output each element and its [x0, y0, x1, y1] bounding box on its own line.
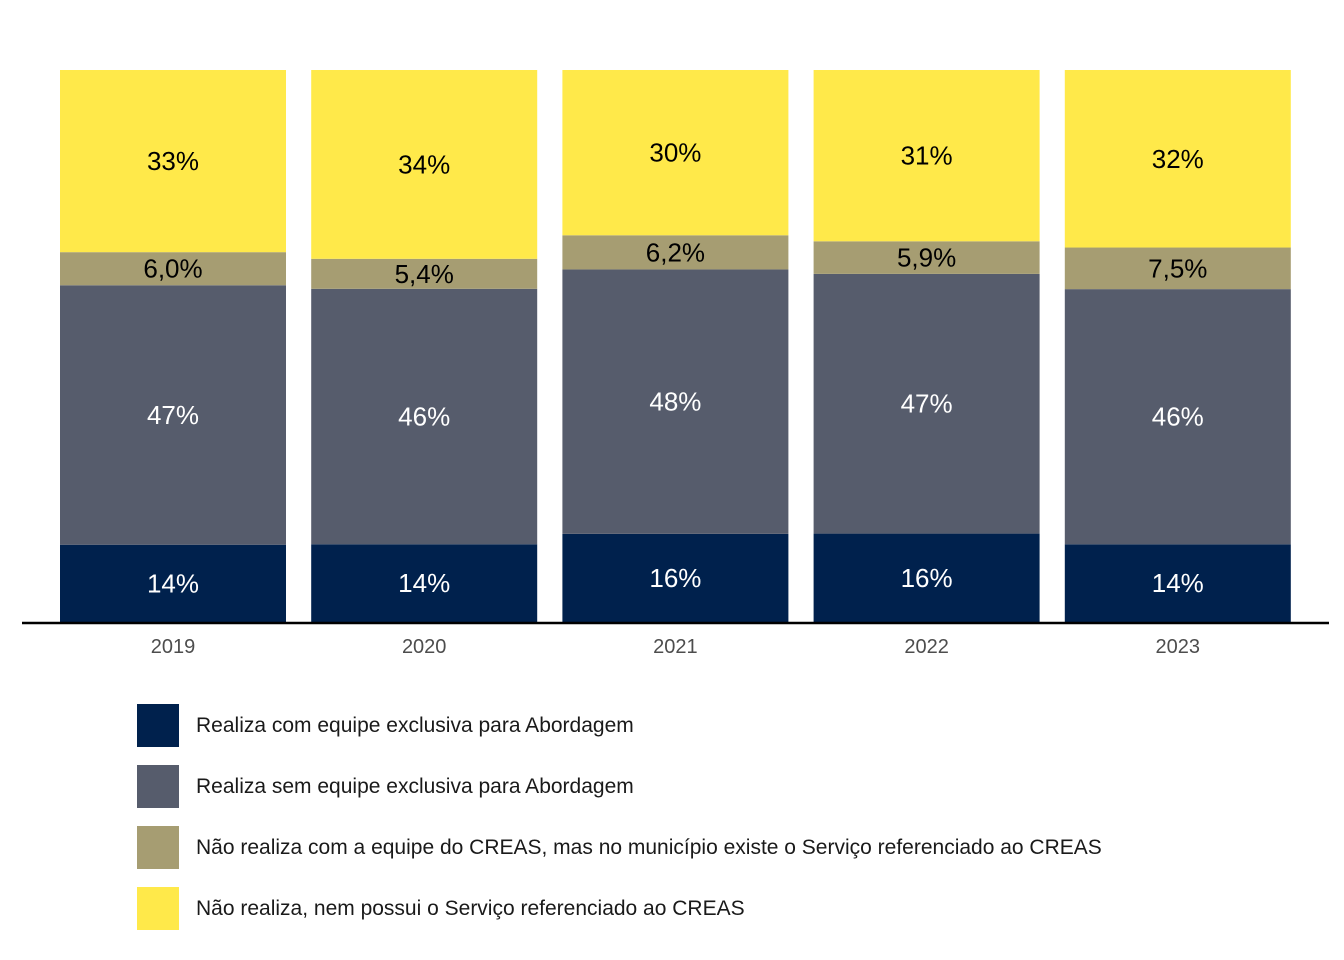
x-tick-label-2020: 2020: [402, 636, 447, 658]
bar-segment-2022-series-2: [813, 241, 1040, 274]
legend-label: Não realiza com a equipe do CREAS, mas n…: [196, 835, 1102, 859]
legend-item-0: Realiza com equipe exclusiva para Aborda…: [137, 704, 1102, 747]
data-label-2023-series-3: 32%: [1152, 144, 1204, 174]
legend-item-2: Não realiza com a equipe do CREAS, mas n…: [137, 826, 1102, 869]
data-label-2020-series-1: 46%: [398, 402, 450, 432]
bar-segment-2019-series-1: [60, 285, 286, 545]
x-tick-labels: 2019 2020 2021 2022 2023: [151, 636, 1200, 658]
data-label-2020-series-2: 5,4%: [395, 259, 454, 289]
data-label-2022-series-1: 47%: [901, 389, 953, 419]
legend-label: Realiza com equipe exclusiva para Aborda…: [196, 713, 634, 737]
data-label-2022-series-3: 31%: [901, 141, 953, 171]
bar-segment-2020-series-2: [311, 258, 538, 289]
bar-segment-2020-series-3: [311, 70, 538, 259]
bar-segment-2021-series-2: [562, 235, 789, 270]
legend-swatch: [137, 704, 179, 747]
data-label-2023-series-2: 7,5%: [1148, 253, 1207, 283]
x-tick-label-2021: 2021: [653, 636, 698, 658]
bar-segment-2022-series-1: [813, 273, 1040, 534]
legend: Realiza com equipe exclusiva para Aborda…: [137, 704, 1102, 948]
x-tick-label-2023: 2023: [1156, 636, 1201, 658]
stacked-bar-chart: 14% 47% 6,0% 33% 14% 46% 5,4% 34% 16% 48% 6,2% 30% 1…: [22, 70, 1329, 658]
legend-swatch: [137, 765, 179, 808]
data-label-2023-series-0: 14%: [1152, 568, 1204, 598]
data-label-2021-series-0: 16%: [649, 563, 701, 593]
data-label-2023-series-1: 46%: [1152, 402, 1204, 432]
bar-segment-2019-series-3: [60, 70, 286, 253]
bar-segment-2021-series-0: [562, 533, 789, 622]
x-tick-label-2022: 2022: [904, 636, 949, 658]
data-label-2019-series-0: 14%: [147, 568, 199, 598]
legend-item-3: Não realiza, nem possui o Serviço refere…: [137, 887, 1102, 930]
bar-segment-2020-series-1: [311, 288, 538, 545]
data-label-2020-series-0: 14%: [398, 568, 450, 598]
bar-segment-2020-series-0: [311, 544, 538, 622]
data-label-2019-series-2: 6,0%: [143, 254, 202, 284]
x-tick-label-2019: 2019: [151, 636, 196, 658]
bar-segment-2023-series-0: [1064, 544, 1291, 622]
data-label-2021-series-2: 6,2%: [646, 237, 705, 267]
data-label-2022-series-0: 16%: [901, 563, 953, 593]
legend-label: Não realiza, nem possui o Serviço refere…: [196, 896, 745, 920]
data-label-2022-series-2: 5,9%: [897, 243, 956, 273]
bar-segment-2021-series-1: [562, 269, 789, 534]
bar-segment-2022-series-0: [813, 533, 1040, 622]
bar-segment-2023-series-2: [1064, 247, 1291, 290]
bar-segment-2019-series-0: [60, 544, 286, 622]
legend-item-1: Realiza sem equipe exclusiva para Aborda…: [137, 765, 1102, 808]
data-label-2019-series-3: 33%: [147, 146, 199, 176]
bar-segment-2019-series-2: [60, 252, 286, 286]
data-label-2020-series-3: 34%: [398, 149, 450, 179]
data-label-2019-series-1: 47%: [147, 400, 199, 430]
legend-swatch: [137, 887, 179, 930]
legend-swatch: [137, 826, 179, 869]
bar-segment-2021-series-3: [562, 70, 789, 236]
legend-label: Realiza sem equipe exclusiva para Aborda…: [196, 774, 634, 798]
data-label-2021-series-1: 48%: [649, 387, 701, 417]
data-label-2021-series-3: 30%: [649, 138, 701, 168]
bars-group: 14% 47% 6,0% 33% 14% 46% 5,4% 34% 16% 48% 6,2% 30% 1…: [60, 70, 1291, 622]
bar-segment-2023-series-3: [1064, 70, 1291, 248]
bar-segment-2022-series-3: [813, 70, 1040, 242]
bar-segment-2023-series-1: [1064, 289, 1291, 545]
